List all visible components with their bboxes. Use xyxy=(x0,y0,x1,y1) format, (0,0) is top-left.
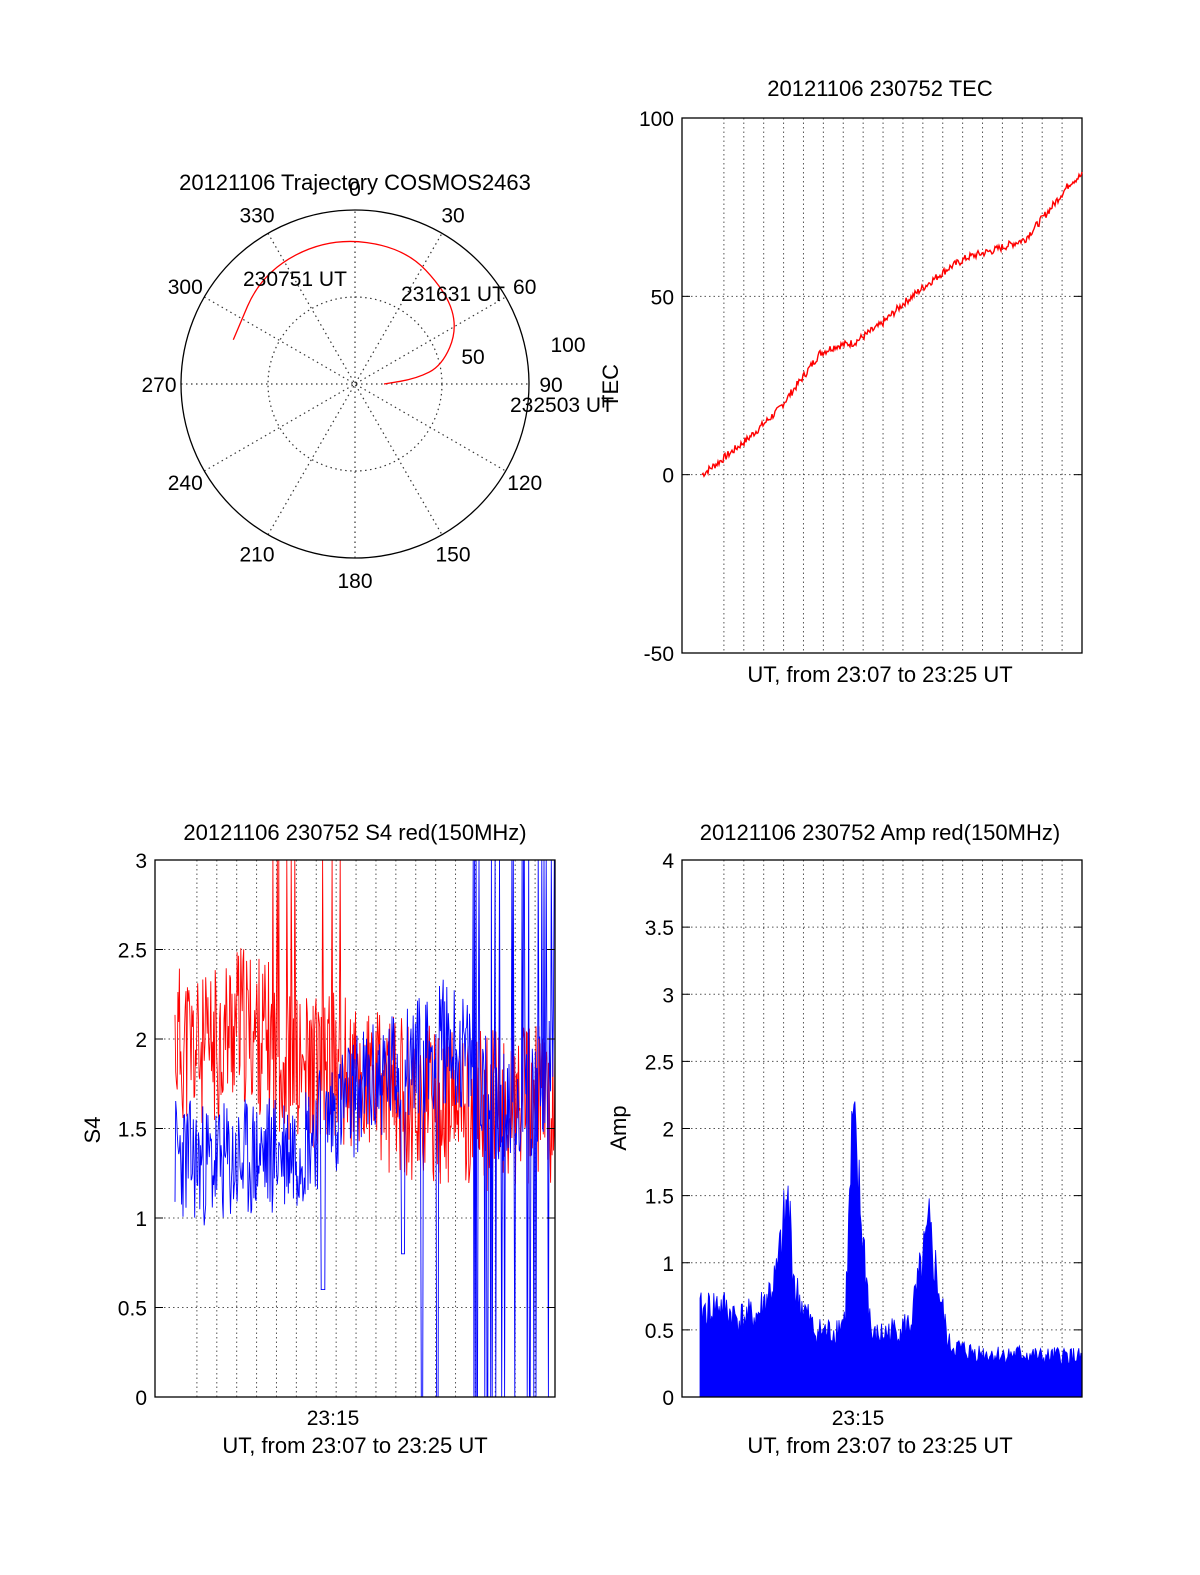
y-tick-label: 0.5 xyxy=(118,1298,147,1321)
polar-azimuth-label: 300 xyxy=(168,276,203,299)
polar-outer-circle xyxy=(180,209,530,559)
amp-grid xyxy=(682,860,1082,1397)
y-tick-label: 1.5 xyxy=(645,1186,674,1209)
s4-title: 20121106 230752 S4 red(150MHz) xyxy=(183,820,526,845)
y-tick-label: 2 xyxy=(135,1029,147,1052)
polar-azimuth-label: 210 xyxy=(239,544,274,567)
polar-azimuth-label: 150 xyxy=(435,544,470,567)
y-tick-label: 2.5 xyxy=(645,1051,674,1074)
polar-azimuth-label: 180 xyxy=(337,570,372,593)
polar-grid-circle-inner xyxy=(267,296,443,472)
trajectory-line xyxy=(232,240,455,385)
polar-azimuth-label: 240 xyxy=(168,472,203,495)
amp-y-ticks: 0 0.5 1 1.5 2 2.5 3 3.5 4 xyxy=(645,850,1082,1410)
y-tick-label: 3 xyxy=(135,850,147,873)
polar-azimuth-labels: 0 30 60 90 120 150 180 210 240 270 300 330 xyxy=(141,178,562,593)
y-tick-label: 1.5 xyxy=(118,1119,147,1142)
y-tick-label: 0 xyxy=(135,1387,147,1410)
trajectory-start-label: 230751 UT xyxy=(243,268,347,291)
polar-spoke xyxy=(204,296,506,472)
trajectory-end-label: 232503 UT xyxy=(510,394,614,417)
amp-panel: 20121106 230752 Amp red(150MHz) 0 0.5 1 1.5… xyxy=(606,820,1083,1458)
polar-azimuth-label: 30 xyxy=(441,204,464,227)
s4-blue-line xyxy=(174,859,555,1398)
polar-azimuth-label: 90 xyxy=(539,374,562,397)
amp-title: 20121106 230752 Amp red(150MHz) xyxy=(700,820,1060,845)
s4-x-label: UT, from 23:07 to 23:25 UT xyxy=(222,1433,487,1458)
trajectory-panel: 20121106 Trajectory COSMOS2463 0 30 60 90 12… xyxy=(141,170,614,593)
polar-azimuth-label: 330 xyxy=(239,204,274,227)
polar-azimuth-label: 60 xyxy=(513,276,536,299)
amp-x-tick-2315: 23:15 xyxy=(832,1407,885,1430)
tec-title: 20121106 230752 TEC xyxy=(767,76,993,101)
polar-spoke xyxy=(204,296,506,472)
tec-panel: 20121106 230752 TEC -50 0 50 100 TEC UT, fr… xyxy=(598,76,1083,687)
tec-plot-frame xyxy=(681,117,1083,654)
amp-series xyxy=(699,1101,1083,1398)
y-tick-label: 1 xyxy=(135,1208,147,1231)
tec-grid xyxy=(682,118,1082,653)
trajectory-mid-label: 231631 UT xyxy=(401,283,505,306)
y-tick-label: 3 xyxy=(662,984,674,1007)
s4-y-ticks: 0 0.5 1 1.5 2 2.5 3 xyxy=(118,850,555,1410)
polar-radial-label-100: 100 xyxy=(550,334,585,357)
y-tick-label: 50 xyxy=(651,286,674,309)
tec-x-label: UT, from 23:07 to 23:25 UT xyxy=(747,662,1012,687)
trajectory-title: 20121106 Trajectory COSMOS2463 xyxy=(179,170,531,195)
polar-spoke xyxy=(267,233,443,535)
y-tick-label: 0 xyxy=(662,465,674,488)
s4-x-tick-2315: 23:15 xyxy=(307,1407,360,1430)
amp-x-label: UT, from 23:07 to 23:25 UT xyxy=(747,1433,1012,1458)
y-tick-label: 1 xyxy=(662,1253,674,1276)
polar-azimuth-label: 120 xyxy=(507,472,542,495)
y-tick-label: 2 xyxy=(662,1119,674,1142)
amp-area xyxy=(699,1101,1083,1398)
tec-y-ticks: -50 0 50 100 xyxy=(639,108,1082,666)
s4-blue-series xyxy=(174,859,555,1398)
y-tick-label: 100 xyxy=(639,108,674,131)
y-tick-label: 0 xyxy=(662,1387,674,1410)
y-tick-label: 4 xyxy=(662,850,674,873)
polar-grid xyxy=(181,210,529,558)
y-tick-label: 0.5 xyxy=(645,1320,674,1343)
tec-series-line xyxy=(701,171,1083,478)
y-tick-label: 3.5 xyxy=(645,917,674,940)
y-tick-label: 2.5 xyxy=(118,940,147,963)
polar-azimuth-label: 0 xyxy=(349,178,361,201)
polar-spoke xyxy=(267,233,443,535)
polar-azimuth-label: 270 xyxy=(141,374,176,397)
y-tick-label: -50 xyxy=(644,643,674,666)
polar-radial-label-50: 50 xyxy=(461,346,484,369)
amp-y-label: Amp xyxy=(606,1105,631,1150)
s4-panel: 20121106 230752 S4 red(150MHz) 0 0.5 1 1.5 2… xyxy=(80,820,556,1458)
s4-y-label: S4 xyxy=(80,1117,105,1144)
tec-y-label: TEC xyxy=(598,364,623,408)
